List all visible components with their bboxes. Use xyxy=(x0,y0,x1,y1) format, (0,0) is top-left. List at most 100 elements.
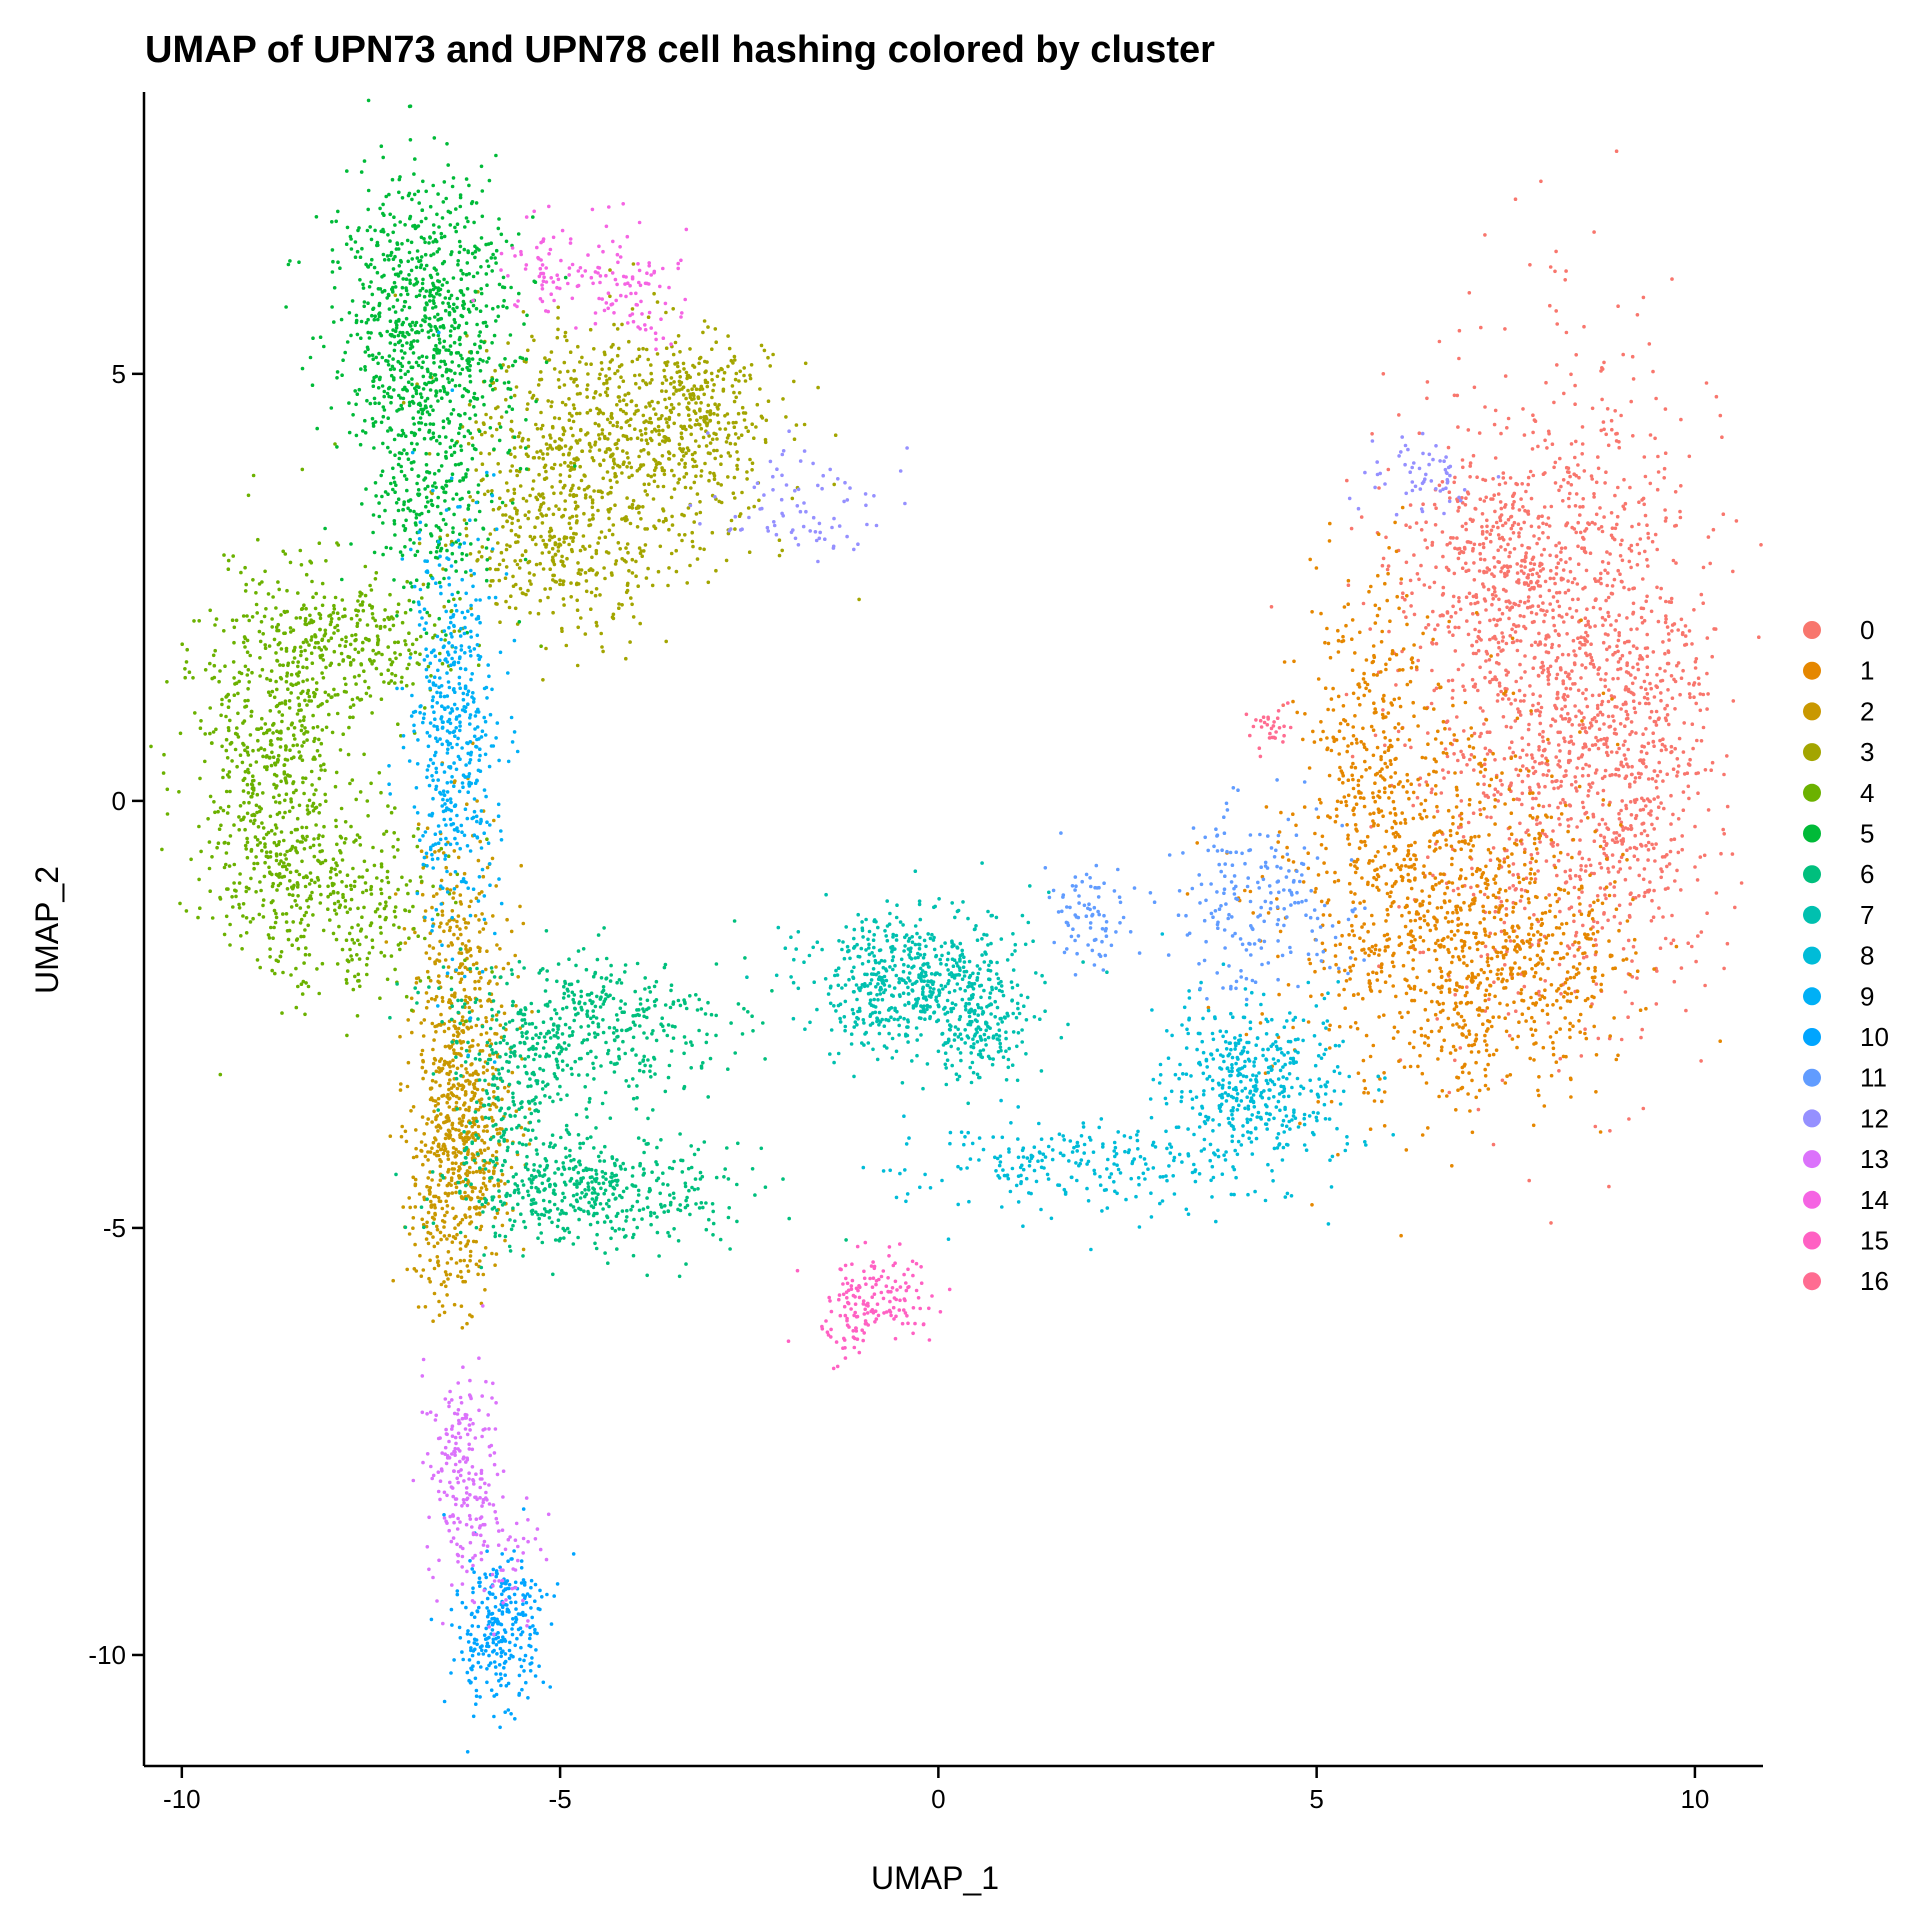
point-cluster-0 xyxy=(1383,743,1387,748)
point-cluster-0 xyxy=(1506,569,1511,573)
point-cluster-1 xyxy=(1456,955,1461,959)
point-cluster-2 xyxy=(446,965,451,969)
point-cluster-0 xyxy=(1538,594,1543,598)
point-cluster-3 xyxy=(677,402,681,406)
point-cluster-0 xyxy=(1536,869,1540,873)
point-cluster-0 xyxy=(1681,808,1686,812)
point-cluster-1 xyxy=(1578,730,1582,734)
point-cluster-0 xyxy=(1537,537,1541,541)
point-cluster-2 xyxy=(518,904,522,909)
point-cluster-0 xyxy=(1571,942,1575,947)
point-cluster-1 xyxy=(1437,943,1441,948)
point-cluster-0 xyxy=(1617,746,1621,751)
point-cluster-1 xyxy=(1441,1001,1445,1006)
point-cluster-2 xyxy=(452,891,456,895)
point-cluster-2 xyxy=(437,952,442,956)
point-cluster-3 xyxy=(759,343,764,348)
point-cluster-3 xyxy=(683,485,688,490)
point-cluster-0 xyxy=(1488,931,1493,936)
point-cluster-0 xyxy=(1447,1090,1452,1095)
point-cluster-0 xyxy=(1615,514,1620,519)
point-cluster-3 xyxy=(689,432,693,437)
point-cluster-0 xyxy=(1617,774,1621,778)
point-cluster-0 xyxy=(1600,615,1605,620)
point-cluster-1 xyxy=(1356,778,1361,783)
point-cluster-1 xyxy=(1327,1027,1331,1032)
point-cluster-0 xyxy=(1564,269,1568,273)
point-cluster-0 xyxy=(1526,727,1531,732)
point-cluster-0 xyxy=(1678,692,1682,697)
point-cluster-1 xyxy=(1515,716,1520,721)
point-cluster-1 xyxy=(1454,785,1459,790)
point-cluster-1 xyxy=(1442,1038,1446,1043)
point-cluster-1 xyxy=(1476,1050,1481,1054)
point-cluster-1 xyxy=(1555,998,1559,1003)
point-cluster-3 xyxy=(534,422,538,427)
point-cluster-1 xyxy=(1365,834,1370,839)
point-cluster-0 xyxy=(1596,746,1601,751)
point-cluster-3 xyxy=(621,379,626,384)
point-cluster-0 xyxy=(1570,580,1575,585)
point-cluster-0 xyxy=(1595,791,1600,795)
point-cluster-1 xyxy=(1452,933,1457,937)
point-cluster-2 xyxy=(450,1121,455,1126)
point-cluster-0 xyxy=(1574,530,1578,535)
point-cluster-0 xyxy=(1402,610,1406,614)
point-cluster-0 xyxy=(1664,617,1668,621)
point-cluster-1 xyxy=(1574,972,1579,977)
point-cluster-1 xyxy=(1495,954,1500,959)
point-cluster-3 xyxy=(757,498,761,503)
point-cluster-0 xyxy=(1602,360,1606,365)
point-cluster-0 xyxy=(1640,621,1645,625)
point-cluster-0 xyxy=(1468,464,1472,468)
point-cluster-1 xyxy=(1505,855,1510,859)
point-cluster-2 xyxy=(460,1196,464,1200)
point-cluster-2 xyxy=(433,997,437,1002)
point-cluster-0 xyxy=(1628,846,1632,850)
point-cluster-0 xyxy=(1587,789,1591,793)
point-cluster-2 xyxy=(438,1164,443,1168)
point-cluster-0 xyxy=(1523,600,1527,605)
point-cluster-2 xyxy=(457,1117,462,1121)
point-cluster-2 xyxy=(456,1026,461,1031)
point-cluster-0 xyxy=(1554,658,1558,663)
point-cluster-0 xyxy=(1617,613,1621,617)
point-cluster-1 xyxy=(1596,898,1600,903)
point-cluster-0 xyxy=(1492,586,1497,590)
point-cluster-0 xyxy=(1624,806,1629,811)
point-cluster-0 xyxy=(1662,476,1666,480)
point-cluster-1 xyxy=(1504,931,1509,936)
point-cluster-1 xyxy=(1405,594,1409,598)
point-cluster-3 xyxy=(694,464,699,469)
point-cluster-1 xyxy=(1376,823,1380,827)
point-cluster-1 xyxy=(1457,840,1461,844)
point-cluster-0 xyxy=(1559,546,1564,551)
point-cluster-0 xyxy=(1633,676,1637,680)
point-cluster-1 xyxy=(1346,602,1350,606)
point-cluster-0 xyxy=(1573,775,1577,779)
point-cluster-1 xyxy=(1420,755,1425,760)
point-cluster-0 xyxy=(1433,523,1438,527)
point-cluster-1 xyxy=(1539,932,1543,937)
point-cluster-0 xyxy=(1517,797,1521,802)
point-cluster-1 xyxy=(1373,854,1378,859)
point-cluster-0 xyxy=(1630,1001,1634,1006)
point-cluster-1 xyxy=(1571,965,1576,969)
point-cluster-2 xyxy=(478,1148,483,1153)
point-cluster-2 xyxy=(445,1119,449,1123)
point-cluster-0 xyxy=(1529,610,1534,615)
point-cluster-2 xyxy=(436,1144,441,1149)
point-cluster-3 xyxy=(616,395,621,399)
point-cluster-1 xyxy=(1383,980,1388,984)
point-cluster-0 xyxy=(1618,554,1623,558)
point-cluster-1 xyxy=(1386,571,1390,576)
point-cluster-1 xyxy=(1443,891,1447,896)
point-cluster-1 xyxy=(1421,899,1425,904)
point-cluster-0 xyxy=(1570,723,1574,727)
point-cluster-0 xyxy=(1594,768,1599,772)
point-cluster-3 xyxy=(656,400,660,405)
point-cluster-1 xyxy=(1530,1033,1535,1037)
point-cluster-1 xyxy=(1527,941,1532,945)
point-cluster-0 xyxy=(1526,482,1530,487)
point-cluster-0 xyxy=(1620,799,1624,803)
